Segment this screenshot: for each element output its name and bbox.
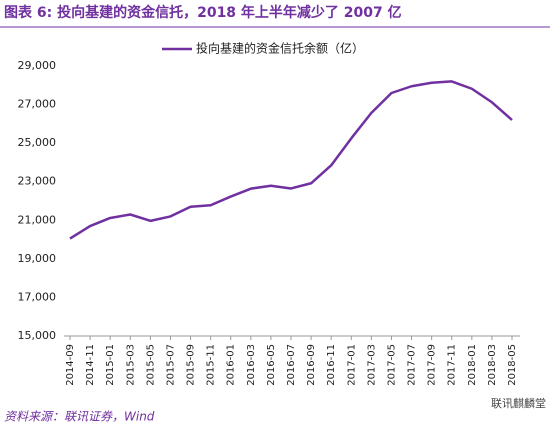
y-tick-label: 29,000 xyxy=(18,59,57,72)
x-tick-label: 2014-09 xyxy=(65,344,76,386)
y-tick-label: 27,000 xyxy=(18,98,57,111)
x-tick-label: 2017-05 xyxy=(386,344,397,386)
x-tick-label: 2017-09 xyxy=(427,344,438,386)
x-tick-label: 2016-05 xyxy=(266,344,277,386)
x-tick-label: 2017-03 xyxy=(366,344,377,386)
y-tick-label: 21,000 xyxy=(18,213,57,226)
x-tick-label: 2015-07 xyxy=(165,344,176,386)
x-tick-label: 2016-09 xyxy=(306,344,317,386)
x-tick-label: 2017-07 xyxy=(407,344,418,386)
x-tick-label: 2015-11 xyxy=(206,344,217,386)
x-tick-label: 2015-01 xyxy=(105,344,116,386)
x-tick-label: 2016-01 xyxy=(226,344,237,386)
y-tick-label: 15,000 xyxy=(18,329,57,342)
x-tick-label: 2015-03 xyxy=(125,344,136,386)
chart-title: 图表 6: 投向基建的资金信托，2018 年上半年减少了 2007 亿 xyxy=(4,4,402,21)
source: 资料来源：联讯证券，Wind xyxy=(4,410,155,424)
x-tick-label: 2017-01 xyxy=(346,344,357,386)
x-tick-label: 2016-03 xyxy=(246,344,257,386)
x-tick-label: 2016-11 xyxy=(326,344,337,386)
x-tick-label: 2018-05 xyxy=(507,344,518,386)
y-tick-label: 19,000 xyxy=(18,252,57,265)
x-tick-label: 2016-07 xyxy=(286,344,297,386)
x-tick-label: 2015-09 xyxy=(186,344,197,386)
x-tick-label: 2018-01 xyxy=(467,344,478,386)
watermark: 联讯麒麟堂 xyxy=(491,396,546,410)
x-tick-label: 2017-11 xyxy=(447,344,458,386)
y-tick-label: 17,000 xyxy=(18,290,57,303)
x-tick-label: 2018-03 xyxy=(487,344,498,386)
data-line xyxy=(69,80,513,240)
y-tick-label: 25,000 xyxy=(18,136,57,149)
x-tick-label: 2015-05 xyxy=(145,344,156,386)
y-tick-label: 23,000 xyxy=(18,175,57,188)
legend-label: 投向基建的资金信托余额（亿） xyxy=(196,41,364,56)
x-tick-label: 2014-11 xyxy=(85,344,96,386)
